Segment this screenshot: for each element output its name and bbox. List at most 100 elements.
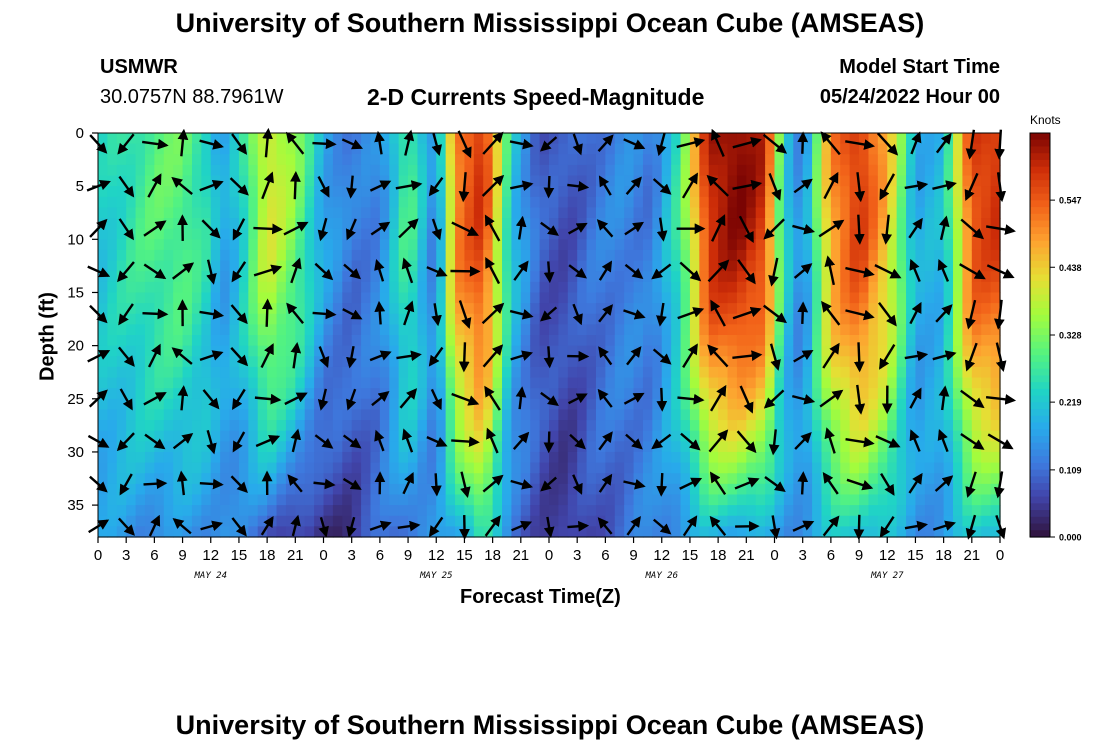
current-vector-arrow [792, 394, 816, 405]
current-vector-arrow [797, 131, 809, 154]
current-vector-arrow [732, 179, 763, 191]
current-vector-arrow [679, 261, 702, 282]
y-tick-label: 20 [67, 338, 84, 355]
heatmap-cell [511, 345, 522, 357]
heatmap-cell [304, 462, 315, 474]
current-vector-arrow [706, 174, 729, 197]
heatmap-cell [248, 377, 259, 389]
heatmap-cell [332, 154, 343, 166]
heatmap-cell [361, 335, 372, 347]
heatmap-cell [98, 239, 108, 251]
heatmap-cell [567, 494, 578, 506]
heatmap-cell [389, 271, 400, 283]
heatmap-cell [154, 377, 165, 389]
y-tick-label: 0 [76, 125, 84, 142]
heatmap-cell [351, 366, 362, 379]
heatmap-cell [990, 420, 1001, 432]
heatmap-cell [154, 207, 165, 219]
heatmap-cell [492, 271, 503, 283]
heatmap-cell [736, 239, 747, 251]
heatmap-cell [267, 143, 278, 155]
heatmap-cell [398, 377, 409, 389]
heatmap-cell [285, 271, 296, 283]
heatmap-cell [971, 515, 982, 527]
heatmap-cell [642, 271, 653, 283]
heatmap-cell [755, 505, 766, 517]
heatmap-cell [530, 324, 541, 336]
heatmap-cell [144, 154, 155, 166]
heatmap-cell [229, 366, 240, 379]
heatmap-cell [567, 207, 578, 219]
heatmap-cell [971, 260, 982, 272]
heatmap-cell [699, 249, 710, 262]
heatmap-cell [689, 526, 700, 538]
heatmap-cell [229, 164, 240, 177]
heatmap-cell [530, 420, 541, 432]
heatmap-cell [220, 515, 231, 527]
current-vector-arrow [395, 180, 423, 191]
heatmap-cell [915, 483, 926, 496]
heatmap-cell [689, 260, 700, 272]
heatmap-cell [370, 494, 381, 506]
heatmap-cell [671, 494, 682, 506]
heatmap-cell [924, 462, 935, 474]
heatmap-cell [605, 366, 616, 379]
heatmap-cell [868, 154, 879, 166]
heatmap-cell [661, 377, 672, 389]
current-vector-arrow [317, 217, 329, 242]
current-vector-arrow [396, 350, 422, 362]
heatmap-cell [361, 271, 372, 283]
current-vector-arrow [853, 214, 865, 245]
heatmap-cell [191, 483, 202, 496]
heatmap-cell [116, 420, 127, 432]
heatmap-cell [652, 281, 663, 294]
heatmap-cell [342, 483, 353, 496]
current-vector-arrow [458, 172, 470, 203]
heatmap-cell [492, 249, 503, 262]
heatmap-cell [135, 143, 146, 155]
heatmap-cell [304, 154, 315, 166]
heatmap-cell [877, 441, 888, 453]
heatmap-cell [426, 441, 437, 453]
heatmap-cell [295, 420, 306, 432]
heatmap-cell [708, 324, 719, 336]
heatmap-cell [210, 335, 221, 347]
heatmap-cell [671, 313, 682, 325]
heatmap-cell [549, 218, 559, 230]
x-tick-label: 9 [855, 547, 863, 564]
heatmap-cell [154, 526, 165, 538]
station-name: USMWR [100, 56, 178, 78]
heatmap-cell [549, 186, 559, 198]
heatmap-cell [332, 228, 343, 240]
colorbar-segment [1030, 449, 1050, 457]
x-tick-label: 21 [738, 547, 755, 564]
heatmap-cell [718, 345, 729, 357]
heatmap-cell [924, 526, 935, 538]
heatmap-cell [408, 356, 419, 368]
heatmap-cell [220, 377, 231, 389]
heatmap-cell [859, 473, 870, 485]
heatmap-cell [868, 133, 879, 145]
heatmap-cell [473, 175, 484, 187]
heatmap-cell [962, 430, 973, 442]
heatmap-cell [408, 420, 419, 432]
heatmap-cell [614, 218, 625, 230]
heatmap-cell [934, 505, 945, 517]
heatmap-cell [295, 207, 306, 219]
heatmap-cell [332, 196, 343, 209]
heatmap-cell [915, 154, 926, 166]
heatmap-cell [774, 260, 785, 272]
heatmap-cell [624, 218, 635, 230]
colorbar-segment [1030, 153, 1050, 161]
heatmap-cell [746, 356, 757, 368]
heatmap-cell [163, 186, 174, 198]
heatmap-cell [220, 409, 231, 421]
heatmap-cell [248, 483, 259, 496]
heatmap-cell [144, 473, 155, 485]
heatmap-cell [417, 228, 428, 240]
heatmap-cell [877, 409, 888, 421]
heatmap-cell [98, 186, 108, 198]
heatmap-cell [332, 249, 343, 262]
heatmap-cell [304, 207, 315, 219]
heatmap-cell [473, 388, 484, 400]
